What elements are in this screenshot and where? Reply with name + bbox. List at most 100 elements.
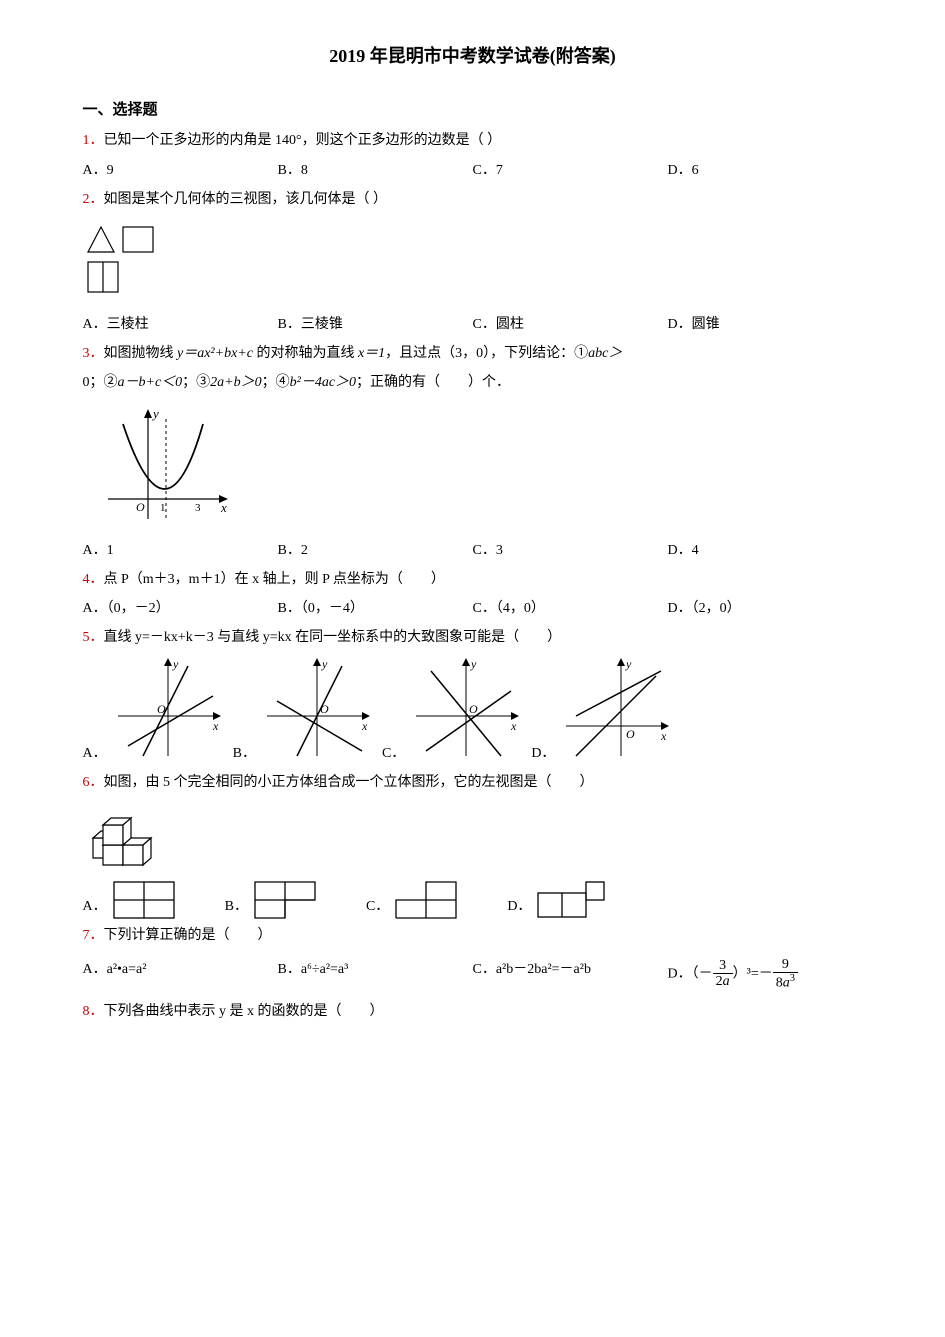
- q7-number: 7．: [83, 928, 104, 943]
- section-heading: 一、选择题: [83, 97, 863, 124]
- q5-opt-b: B． O y x: [233, 656, 372, 766]
- svg-text:x: x: [660, 729, 667, 743]
- q3-c4: b²－4ac＞0: [290, 375, 356, 390]
- graph-a-icon: O y x: [113, 656, 223, 766]
- fraction-1-icon: 32a: [713, 958, 733, 990]
- q4-options: A．（0，－2） B．（0，－4） C．（4，0） D．（2，0）: [83, 596, 863, 621]
- q4-text: 点 P（m＋3，m＋1）在 x 轴上，则 P 点坐标为（ ）: [104, 572, 445, 587]
- svg-text:x: x: [220, 500, 227, 515]
- svg-text:1: 1: [160, 502, 166, 514]
- q1-opt-d: D．6: [668, 158, 863, 183]
- q5-opt-d-label: D．: [531, 741, 555, 766]
- graph-b-icon: O y x: [262, 656, 372, 766]
- q6-number: 6．: [83, 775, 104, 790]
- q3-opt-d: D．4: [668, 538, 863, 563]
- graph-d-icon: O y x: [561, 656, 671, 766]
- q2-figure: [83, 222, 863, 302]
- question-8: 8．下列各曲线中表示 y 是 x 的函数的是（ ）: [83, 999, 863, 1024]
- q3-l2a: 0；②: [83, 375, 118, 390]
- question-4: 4．点 P（m＋3，m＋1）在 x 轴上，则 P 点坐标为（ ）: [83, 567, 863, 592]
- q6-opt-a-label: A．: [83, 894, 107, 919]
- cubes-icon: [83, 803, 173, 873]
- q7-opt-b: B．a⁶÷a²=a³: [278, 957, 473, 991]
- svg-text:y: y: [151, 406, 159, 421]
- q6-opt-b: B．: [225, 881, 316, 919]
- q3-text-c: ，且过点（3，0），下列结论：①: [385, 346, 588, 361]
- three-view-icon: [83, 222, 173, 302]
- q3-l2d: ；正确的有（ ）个．: [356, 375, 510, 390]
- q4-opt-b: B．（0，－4）: [278, 596, 473, 621]
- q1-opt-c: C．7: [473, 158, 668, 183]
- q6-opt-d: D．: [507, 881, 607, 919]
- q7-opt-c: C．a²b－2ba²=－a²b: [473, 957, 668, 991]
- view-d-icon: [537, 881, 607, 919]
- q4-opt-c: C．（4，0）: [473, 596, 668, 621]
- question-7: 7．下列计算正确的是（ ）: [83, 923, 863, 948]
- q5-opt-a-label: A．: [83, 741, 107, 766]
- svg-text:O: O: [626, 727, 635, 741]
- q2-options: A．三棱柱 B．三棱锥 C．圆柱 D．圆锥: [83, 312, 863, 337]
- graph-c-icon: O y x: [411, 656, 521, 766]
- q3-text-b: 的对称轴为直线: [253, 346, 358, 361]
- q6-opt-c-label: C．: [366, 894, 389, 919]
- svg-text:O: O: [136, 500, 145, 514]
- q1-options: A．9 B．8 C．7 D．6: [83, 158, 863, 183]
- view-b-icon: [254, 881, 316, 919]
- q7-opt-d: D．（－32a）³=－98a3: [668, 957, 863, 991]
- view-c-icon: [395, 881, 457, 919]
- q1-opt-b: B．8: [278, 158, 473, 183]
- q3-figure: O 1 3 y x: [103, 404, 863, 534]
- q1-opt-a: A．9: [83, 158, 278, 183]
- q7-d-mid: ）³=－: [733, 966, 773, 981]
- q5-text: 直线 y=－kx+k－3 与直线 y=kx 在同一坐标系中的大致图象可能是（ ）: [104, 630, 562, 645]
- q5-opt-c-label: C．: [382, 741, 405, 766]
- q6-opt-b-label: B．: [225, 894, 248, 919]
- question-3-line2: 0；②a－b+c＜0；③2a+b＞0；④b²－4ac＞0；正确的有（ ）个．: [83, 370, 863, 395]
- q2-text: 如图是某个几何体的三视图，该几何体是（ ）: [104, 192, 388, 207]
- q2-opt-b: B．三棱锥: [278, 312, 473, 337]
- q2-number: 2．: [83, 192, 104, 207]
- q7-text: 下列计算正确的是（ ）: [104, 928, 272, 943]
- q2-opt-d: D．圆锥: [668, 312, 863, 337]
- svg-text:O: O: [320, 702, 329, 716]
- svg-text:y: y: [470, 657, 477, 671]
- q6-opt-c: C．: [366, 881, 457, 919]
- q5-opt-d: D． O y x: [531, 656, 671, 766]
- q5-opt-a: A． O y x: [83, 656, 223, 766]
- q4-opt-a: A．（0，－2）: [83, 596, 278, 621]
- q2-opt-a: A．三棱柱: [83, 312, 278, 337]
- page-title: 2019 年昆明市中考数学试卷(附答案): [83, 40, 863, 72]
- question-2: 2．如图是某个几何体的三视图，该几何体是（ ）: [83, 187, 863, 212]
- question-1: 1．已知一个正多边形的内角是 140°，则这个正多边形的边数是（ ）: [83, 128, 863, 153]
- q7-opt-a: A．a²•a=a²: [83, 957, 278, 991]
- q3-opt-b: B．2: [278, 538, 473, 563]
- q5-opt-c: C． O y x: [382, 656, 521, 766]
- q3-opt-c: C．3: [473, 538, 668, 563]
- svg-text:x: x: [212, 719, 219, 733]
- q1-number: 1．: [83, 133, 104, 148]
- svg-text:x: x: [361, 719, 368, 733]
- q3-l2b: ；③: [182, 375, 210, 390]
- q7-d-pre: D．（－: [668, 966, 713, 981]
- q3-number: 3．: [83, 346, 104, 361]
- svg-text:y: y: [172, 657, 179, 671]
- q7-options: A．a²•a=a² B．a⁶÷a²=a³ C．a²b－2ba²=－a²b D．（…: [83, 953, 863, 995]
- parabola-icon: O 1 3 y x: [103, 404, 233, 534]
- question-6: 6．如图，由 5 个完全相同的小正方体组合成一个立体图形，它的左视图是（ ）: [83, 770, 863, 795]
- q8-text: 下列各曲线中表示 y 是 x 的函数的是（ ）: [104, 1004, 384, 1019]
- svg-text:x: x: [510, 719, 517, 733]
- q3-eq: y＝ax²+bx+c: [177, 346, 253, 361]
- q3-options: A．1 B．2 C．3 D．4: [83, 538, 863, 563]
- question-5: 5．直线 y=－kx+k－3 与直线 y=kx 在同一坐标系中的大致图象可能是（…: [83, 625, 863, 650]
- q6-opt-a: A．: [83, 881, 175, 919]
- q3-eq2: x＝1: [358, 346, 385, 361]
- q8-number: 8．: [83, 1004, 104, 1019]
- q3-text-a: 如图抛物线: [104, 346, 178, 361]
- q6-figure: [83, 803, 863, 873]
- q3-opt-a: A．1: [83, 538, 278, 563]
- q6-text: 如图，由 5 个完全相同的小正方体组合成一个立体图形，它的左视图是（ ）: [104, 775, 594, 790]
- svg-text:y: y: [625, 657, 632, 671]
- q5-options: A． O y x B． O y x C． O y x: [83, 656, 863, 766]
- q3-c3: 2a+b＞0: [210, 375, 261, 390]
- svg-text:y: y: [321, 657, 328, 671]
